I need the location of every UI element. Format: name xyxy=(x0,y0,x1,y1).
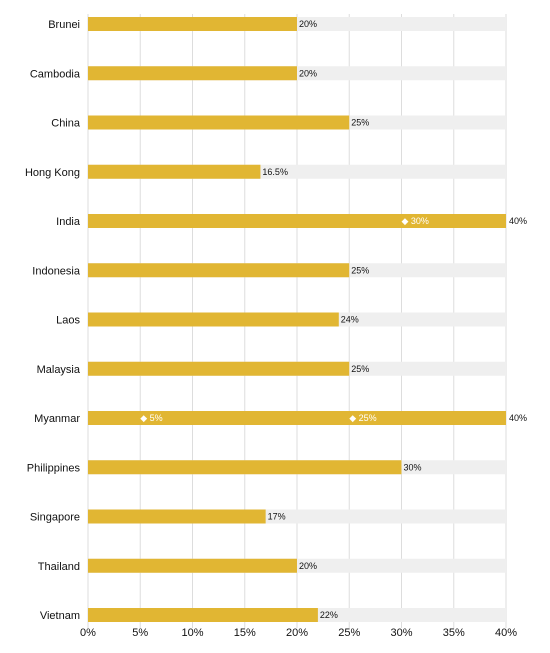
rate-marker-label: ◆ 25% xyxy=(349,413,376,423)
x-tick-label: 5% xyxy=(132,627,148,639)
value-label: 20% xyxy=(299,19,317,29)
category-label: Hong Kong xyxy=(25,167,80,179)
value-label: 25% xyxy=(351,265,369,275)
bar xyxy=(88,312,339,327)
x-tick-label: 35% xyxy=(443,627,465,639)
bar xyxy=(88,361,350,376)
x-tick-label: 25% xyxy=(338,627,360,639)
value-label: 20% xyxy=(299,561,317,571)
bar xyxy=(88,608,318,622)
value-label: 22% xyxy=(320,610,338,620)
x-tick-label: 0% xyxy=(80,627,96,639)
category-label: Laos xyxy=(56,315,80,327)
category-label: Thailand xyxy=(38,561,80,573)
bar xyxy=(88,411,506,425)
x-tick-label: 15% xyxy=(234,627,256,639)
rate-marker-label: ◆ 30% xyxy=(402,216,429,226)
bars xyxy=(88,17,506,622)
category-label: India xyxy=(56,216,81,228)
bar xyxy=(88,115,350,130)
bar xyxy=(88,164,261,179)
category-label: Malaysia xyxy=(37,364,81,376)
value-label: 25% xyxy=(351,118,369,128)
value-label: 20% xyxy=(299,68,317,78)
bar xyxy=(88,558,297,573)
bar xyxy=(88,214,506,228)
category-label: Myanmar xyxy=(34,413,80,425)
x-axis: 0% 5% 10% 15% 20% 25% 30% 35% 40% xyxy=(80,627,517,639)
x-tick-label: 30% xyxy=(390,627,412,639)
rate-marker-label: ◆ 5% xyxy=(140,413,162,423)
category-label: China xyxy=(51,118,81,130)
category-label: Vietnam xyxy=(40,610,80,622)
category-label: Philippines xyxy=(27,462,81,474)
category-label: Cambodia xyxy=(30,68,81,80)
category-label: Brunei xyxy=(48,19,80,31)
max-value-label: 40% xyxy=(509,413,527,423)
bar xyxy=(88,66,297,81)
bar xyxy=(88,263,350,278)
x-tick-label: 10% xyxy=(181,627,203,639)
category-label: Singapore xyxy=(30,512,80,524)
bar xyxy=(88,17,297,31)
value-label: 24% xyxy=(341,315,359,325)
value-label: 25% xyxy=(351,364,369,374)
bar xyxy=(88,509,266,524)
labels: Brunei 20% Cambodia 20% China 25% Hong Kong 16.… xyxy=(25,19,527,622)
bar xyxy=(88,460,402,475)
category-label: Indonesia xyxy=(32,265,81,277)
max-value-label: 40% xyxy=(509,216,527,226)
value-label: 30% xyxy=(404,462,422,472)
x-tick-label: 40% xyxy=(495,627,517,639)
value-label: 16.5% xyxy=(262,167,288,177)
x-tick-label: 20% xyxy=(286,627,308,639)
value-label: 17% xyxy=(268,512,286,522)
